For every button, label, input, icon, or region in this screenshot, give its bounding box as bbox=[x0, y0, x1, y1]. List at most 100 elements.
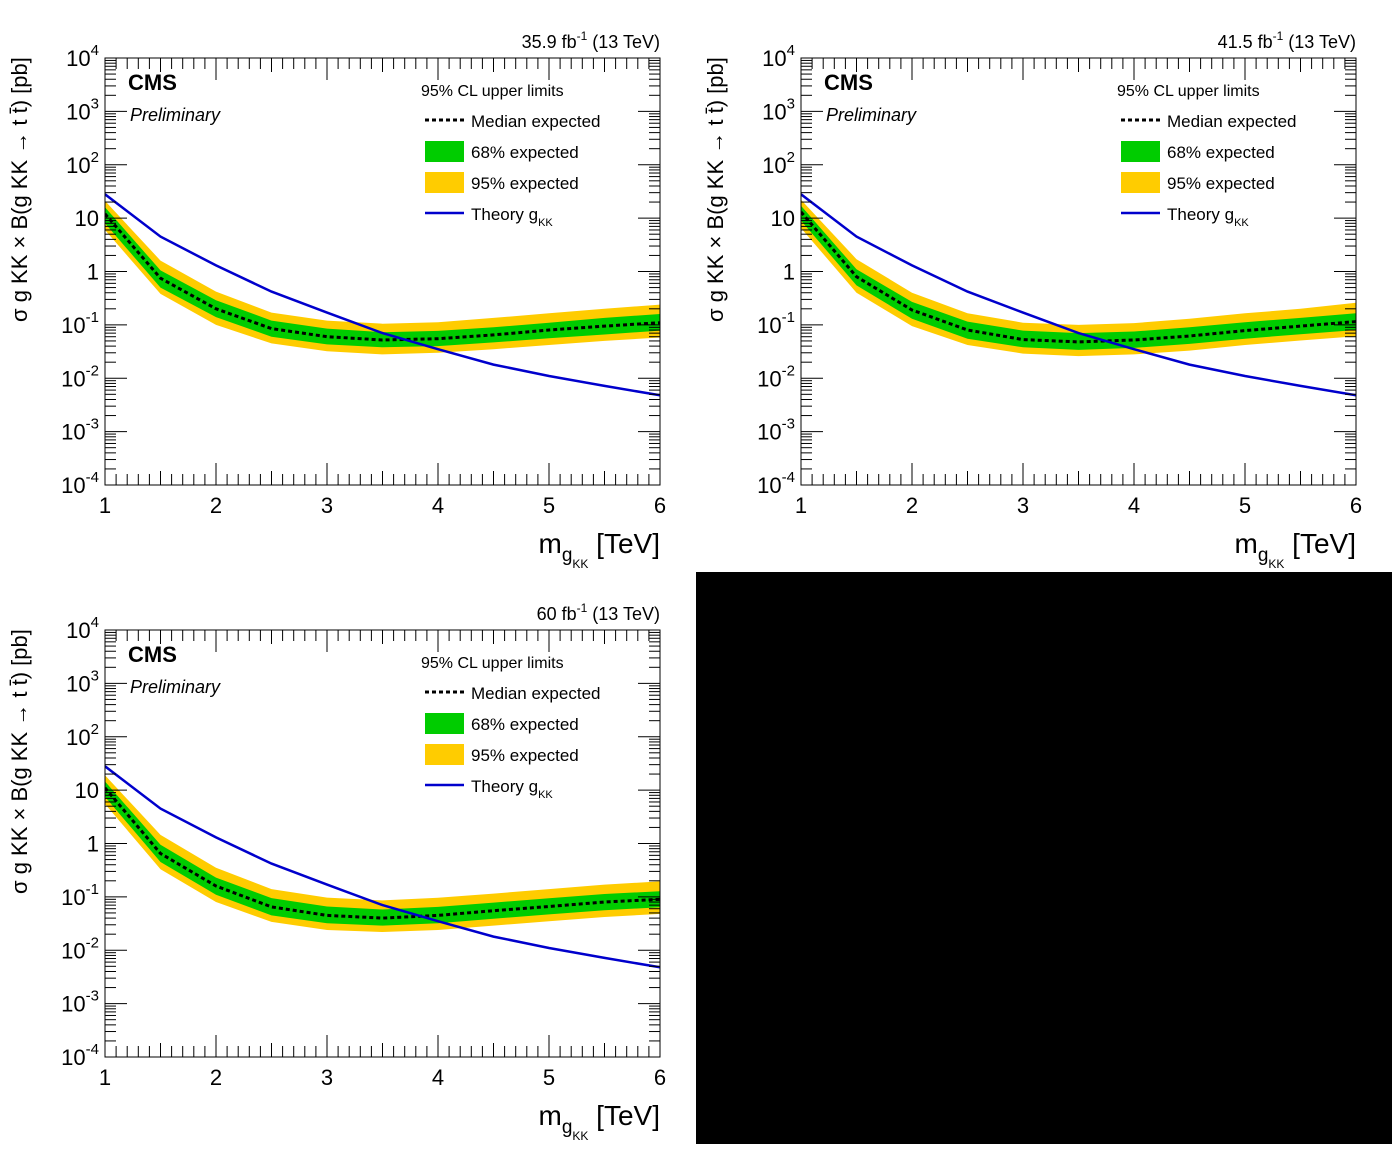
legend-68-label: 68% expected bbox=[471, 715, 579, 734]
y-tick-label: 102 bbox=[762, 149, 795, 178]
theory-line bbox=[105, 765, 660, 969]
median-expected-line bbox=[105, 786, 660, 920]
x-tick-label: 2 bbox=[210, 493, 222, 518]
chart-panel-1: 1 2 3 4 5 6 10-4 10-3 10-2 10-1 1 10 102 103 104 35.9 f… bbox=[7, 29, 666, 571]
y-tick-label: 102 bbox=[66, 721, 99, 750]
legend-68-swatch bbox=[425, 713, 464, 734]
legend-header: 95% CL upper limits bbox=[421, 83, 564, 100]
y-axis-title: σ g KK × B(g KK → t t̄) [pb] bbox=[7, 57, 32, 322]
status-label: Preliminary bbox=[130, 677, 221, 697]
experiment-label: CMS bbox=[824, 70, 873, 95]
x-tick-label: 5 bbox=[543, 1065, 555, 1090]
x-tick-label: 2 bbox=[210, 1065, 222, 1090]
y-tick-label: 103 bbox=[762, 95, 795, 124]
x-axis-title: mgKK [TeV] bbox=[1234, 528, 1356, 571]
y-tick-label: 10 bbox=[75, 206, 99, 231]
x-axis-title: mgKK [TeV] bbox=[538, 528, 660, 571]
y-tick-label: 104 bbox=[66, 614, 99, 643]
theory-line bbox=[801, 193, 1356, 397]
y-tick-label: 10-4 bbox=[757, 469, 795, 498]
y-tick-label: 1 bbox=[87, 832, 99, 857]
x-axis-title: mgKK [TeV] bbox=[538, 1100, 660, 1143]
legend-95-swatch bbox=[1121, 172, 1160, 193]
y-axis-title: σ g KK × B(g KK → t t̄) [pb] bbox=[7, 629, 32, 894]
y-tick-label: 102 bbox=[66, 149, 99, 178]
x-tick-label: 4 bbox=[432, 493, 444, 518]
experiment-label: CMS bbox=[128, 642, 177, 667]
x-tick-label: 5 bbox=[1239, 493, 1251, 518]
legend-median-label: Median expected bbox=[471, 684, 600, 703]
y-tick-label: 103 bbox=[66, 95, 99, 124]
lumi-label: 60 fb-1 (13 TeV) bbox=[537, 601, 660, 624]
y-tick-label: 10-3 bbox=[757, 416, 795, 445]
band-68-expected bbox=[801, 205, 1356, 350]
y-axis-title: σ g KK × B(g KK → t t̄) [pb] bbox=[703, 57, 728, 322]
legend-95-swatch bbox=[425, 172, 464, 193]
y-tick-label: 10-3 bbox=[61, 988, 99, 1017]
legend: 95% CL upper limits Median expected 68% ex… bbox=[1117, 83, 1296, 229]
legend-theory-label: Theory gKK bbox=[471, 777, 553, 801]
x-tick-label: 3 bbox=[321, 493, 333, 518]
legend: 95% CL upper limits Median expected 68% ex… bbox=[421, 83, 600, 229]
y-axis-title-group: σ g KK × B(g KK → t t̄) [pb] bbox=[7, 57, 32, 322]
legend-68-label: 68% expected bbox=[1167, 143, 1275, 162]
band-68-expected bbox=[105, 207, 660, 348]
x-tick-label: 3 bbox=[321, 1065, 333, 1090]
lumi-label: 35.9 fb-1 (13 TeV) bbox=[522, 29, 660, 52]
x-tick-label: 1 bbox=[99, 1065, 111, 1090]
band-68-expected bbox=[105, 781, 660, 926]
plot-area bbox=[801, 193, 1356, 397]
legend-median-label: Median expected bbox=[1167, 112, 1296, 131]
legend-median-label: Median expected bbox=[471, 112, 600, 131]
legend-theory-label: Theory gKK bbox=[1167, 205, 1249, 229]
lumi-label: 41.5 fb-1 (13 TeV) bbox=[1218, 29, 1356, 52]
legend-68-label: 68% expected bbox=[471, 143, 579, 162]
y-tick-label: 1 bbox=[783, 260, 795, 285]
theory-line bbox=[105, 193, 660, 397]
empty-black-panel bbox=[696, 572, 1392, 1144]
y-tick-label: 104 bbox=[762, 42, 795, 71]
y-tick-label: 1 bbox=[87, 260, 99, 285]
x-tick-label: 6 bbox=[1350, 493, 1362, 518]
legend-68-swatch bbox=[1121, 141, 1160, 162]
x-tick-label: 5 bbox=[543, 493, 555, 518]
legend-header: 95% CL upper limits bbox=[1117, 83, 1260, 100]
median-expected-line bbox=[801, 211, 1356, 344]
legend-theory-label: Theory gKK bbox=[471, 205, 553, 229]
legend-95-label: 95% expected bbox=[471, 174, 579, 193]
x-tick-label: 3 bbox=[1017, 493, 1029, 518]
y-tick-label: 10 bbox=[771, 206, 795, 231]
y-tick-label: 10-1 bbox=[757, 309, 795, 338]
x-tick-label: 1 bbox=[795, 493, 807, 518]
y-tick-label: 103 bbox=[66, 667, 99, 696]
status-label: Preliminary bbox=[826, 105, 917, 125]
y-tick-label: 10 bbox=[75, 778, 99, 803]
legend-95-label: 95% expected bbox=[471, 746, 579, 765]
experiment-label: CMS bbox=[128, 70, 177, 95]
status-label: Preliminary bbox=[130, 105, 221, 125]
median-expected-line bbox=[105, 212, 660, 342]
y-tick-label: 10-4 bbox=[61, 469, 99, 498]
y-tick-label: 10-2 bbox=[757, 362, 795, 391]
legend-95-label: 95% expected bbox=[1167, 174, 1275, 193]
y-tick-label: 10-3 bbox=[61, 416, 99, 445]
x-tick-label: 6 bbox=[654, 493, 666, 518]
y-tick-label: 10-4 bbox=[61, 1041, 99, 1070]
x-tick-label: 1 bbox=[99, 493, 111, 518]
x-tick-label: 2 bbox=[906, 493, 918, 518]
x-tick-label: 6 bbox=[654, 1065, 666, 1090]
x-tick-label: 4 bbox=[1128, 493, 1140, 518]
y-tick-label: 10-2 bbox=[61, 362, 99, 391]
y-axis-title-group: σ g KK × B(g KK → t t̄) [pb] bbox=[7, 629, 32, 894]
y-tick-label: 10-1 bbox=[61, 881, 99, 910]
plot-area bbox=[105, 193, 660, 397]
legend-header: 95% CL upper limits bbox=[421, 655, 564, 672]
y-axis-title-group: σ g KK × B(g KK → t t̄) [pb] bbox=[703, 57, 728, 322]
y-tick-label: 104 bbox=[66, 42, 99, 71]
legend-68-swatch bbox=[425, 141, 464, 162]
chart-panel-2: 1 2 3 4 5 6 10-4 10-3 10-2 10-1 1 10 102 103 104 41.5 f… bbox=[703, 29, 1362, 571]
chart-panel-3: 1 2 3 4 5 6 10-4 10-3 10-2 10-1 1 10 102 103 104 60 fb-… bbox=[7, 601, 666, 1143]
plot-area bbox=[105, 765, 660, 969]
